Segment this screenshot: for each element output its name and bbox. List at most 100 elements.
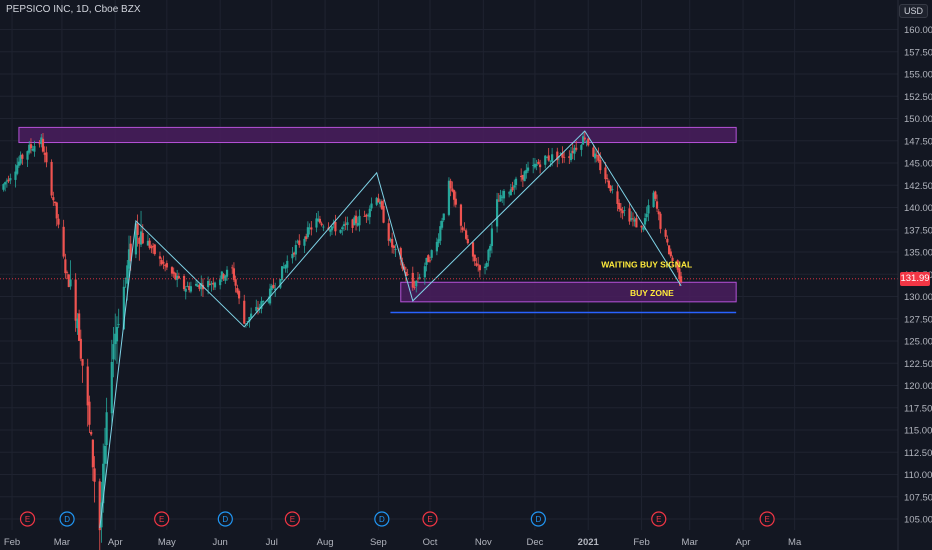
candle-body xyxy=(246,321,249,323)
earnings-marker[interactable] xyxy=(154,511,170,527)
event-marker-letter: E xyxy=(159,515,164,524)
dividend-marker[interactable] xyxy=(374,511,390,527)
y-tick-label: 115.00 xyxy=(904,426,932,437)
candle-body xyxy=(547,155,550,161)
candle-body xyxy=(162,261,165,264)
candle-body xyxy=(40,137,43,144)
candle-body xyxy=(306,227,309,238)
candle-body xyxy=(363,216,366,217)
currency-button[interactable]: USD xyxy=(898,4,928,18)
candle-body xyxy=(220,271,223,280)
dividend-marker[interactable] xyxy=(530,511,546,527)
candle-body xyxy=(595,155,598,157)
candle-body xyxy=(587,138,590,146)
candle-body xyxy=(508,192,511,194)
candle-body xyxy=(65,272,69,274)
candle-body xyxy=(33,146,36,152)
candle-body xyxy=(7,179,10,182)
candle-body xyxy=(483,266,487,269)
candle-body xyxy=(475,263,478,266)
candle-body xyxy=(286,260,289,268)
earnings-marker[interactable] xyxy=(651,511,667,527)
candle-body xyxy=(437,239,440,244)
resistance-zone[interactable] xyxy=(18,126,737,144)
earnings-marker[interactable] xyxy=(422,511,438,527)
y-tick-label: 127.50 xyxy=(904,314,932,325)
x-tick-label: Apr xyxy=(736,537,751,548)
candle-body xyxy=(158,256,162,259)
event-marker-letter: E xyxy=(656,515,661,524)
x-tick-label: Dec xyxy=(526,537,543,548)
candle-body xyxy=(164,264,167,266)
candle-body xyxy=(53,201,57,204)
y-tick-label: 137.50 xyxy=(904,225,932,236)
event-marker-letter: E xyxy=(764,515,769,524)
candle-body xyxy=(490,228,494,247)
candle-body xyxy=(293,252,296,255)
event-marker-letter: E xyxy=(427,515,432,524)
candle-body xyxy=(90,431,93,435)
candle-body xyxy=(29,144,33,149)
dividend-marker[interactable] xyxy=(217,511,233,527)
earnings-marker[interactable] xyxy=(19,511,36,527)
candle-body xyxy=(525,169,528,174)
candle-body xyxy=(294,245,297,255)
x-tick-label: Jun xyxy=(212,537,227,548)
y-tick-label: 110.00 xyxy=(904,470,932,481)
candle-body xyxy=(465,230,468,239)
y-tick-label: 107.50 xyxy=(904,492,932,503)
candle-body xyxy=(165,263,168,268)
candle-body xyxy=(17,161,21,166)
candle-body xyxy=(255,306,258,311)
earnings-marker[interactable] xyxy=(284,511,300,527)
candle-body xyxy=(640,225,643,228)
candle-body xyxy=(136,223,139,235)
candle-body xyxy=(222,274,225,279)
candle-body xyxy=(186,285,189,287)
candle-body xyxy=(146,240,150,246)
y-tick-label: 155.00 xyxy=(904,70,932,81)
x-tick-label: Jul xyxy=(266,537,278,548)
x-tick-label: May xyxy=(158,537,176,548)
y-tick-label: 145.00 xyxy=(904,159,932,170)
candle-body xyxy=(298,240,301,246)
candle-body xyxy=(26,151,29,160)
buy-zone[interactable] xyxy=(400,281,737,303)
candle-body xyxy=(379,202,382,205)
candle-body xyxy=(642,227,645,230)
candle-body xyxy=(174,273,177,280)
candle-body xyxy=(318,218,322,223)
candle-body xyxy=(513,185,516,188)
trendline-zigzag[interactable] xyxy=(99,130,682,528)
candle-body xyxy=(659,213,662,229)
candle-body xyxy=(50,161,53,196)
x-tick-label: Feb xyxy=(633,537,649,548)
candle-body xyxy=(52,197,55,201)
candle-body xyxy=(354,215,358,224)
candle-body xyxy=(88,401,91,425)
candle-body xyxy=(122,286,125,330)
candle-body xyxy=(176,275,179,280)
candle-body xyxy=(4,182,7,185)
candle-body xyxy=(365,214,368,217)
candle-body xyxy=(31,149,34,151)
x-tick-label: Sep xyxy=(370,537,387,548)
candle-body xyxy=(631,218,635,220)
candle-body xyxy=(248,316,251,322)
candle-body xyxy=(127,249,131,269)
candle-body xyxy=(366,214,370,216)
y-tick-label: 160.00 xyxy=(904,25,932,36)
candle-body xyxy=(308,227,311,229)
candle-body xyxy=(280,266,284,281)
y-tick-label: 140.00 xyxy=(904,203,932,214)
candle-body xyxy=(189,286,193,292)
candle-body xyxy=(5,180,8,182)
dividend-marker[interactable] xyxy=(59,511,75,527)
candle-body xyxy=(244,323,248,325)
earnings-marker[interactable] xyxy=(759,511,775,527)
candle-body xyxy=(478,265,481,271)
candle-body xyxy=(657,211,660,215)
candle-body xyxy=(607,180,610,188)
candle-body xyxy=(351,219,354,228)
